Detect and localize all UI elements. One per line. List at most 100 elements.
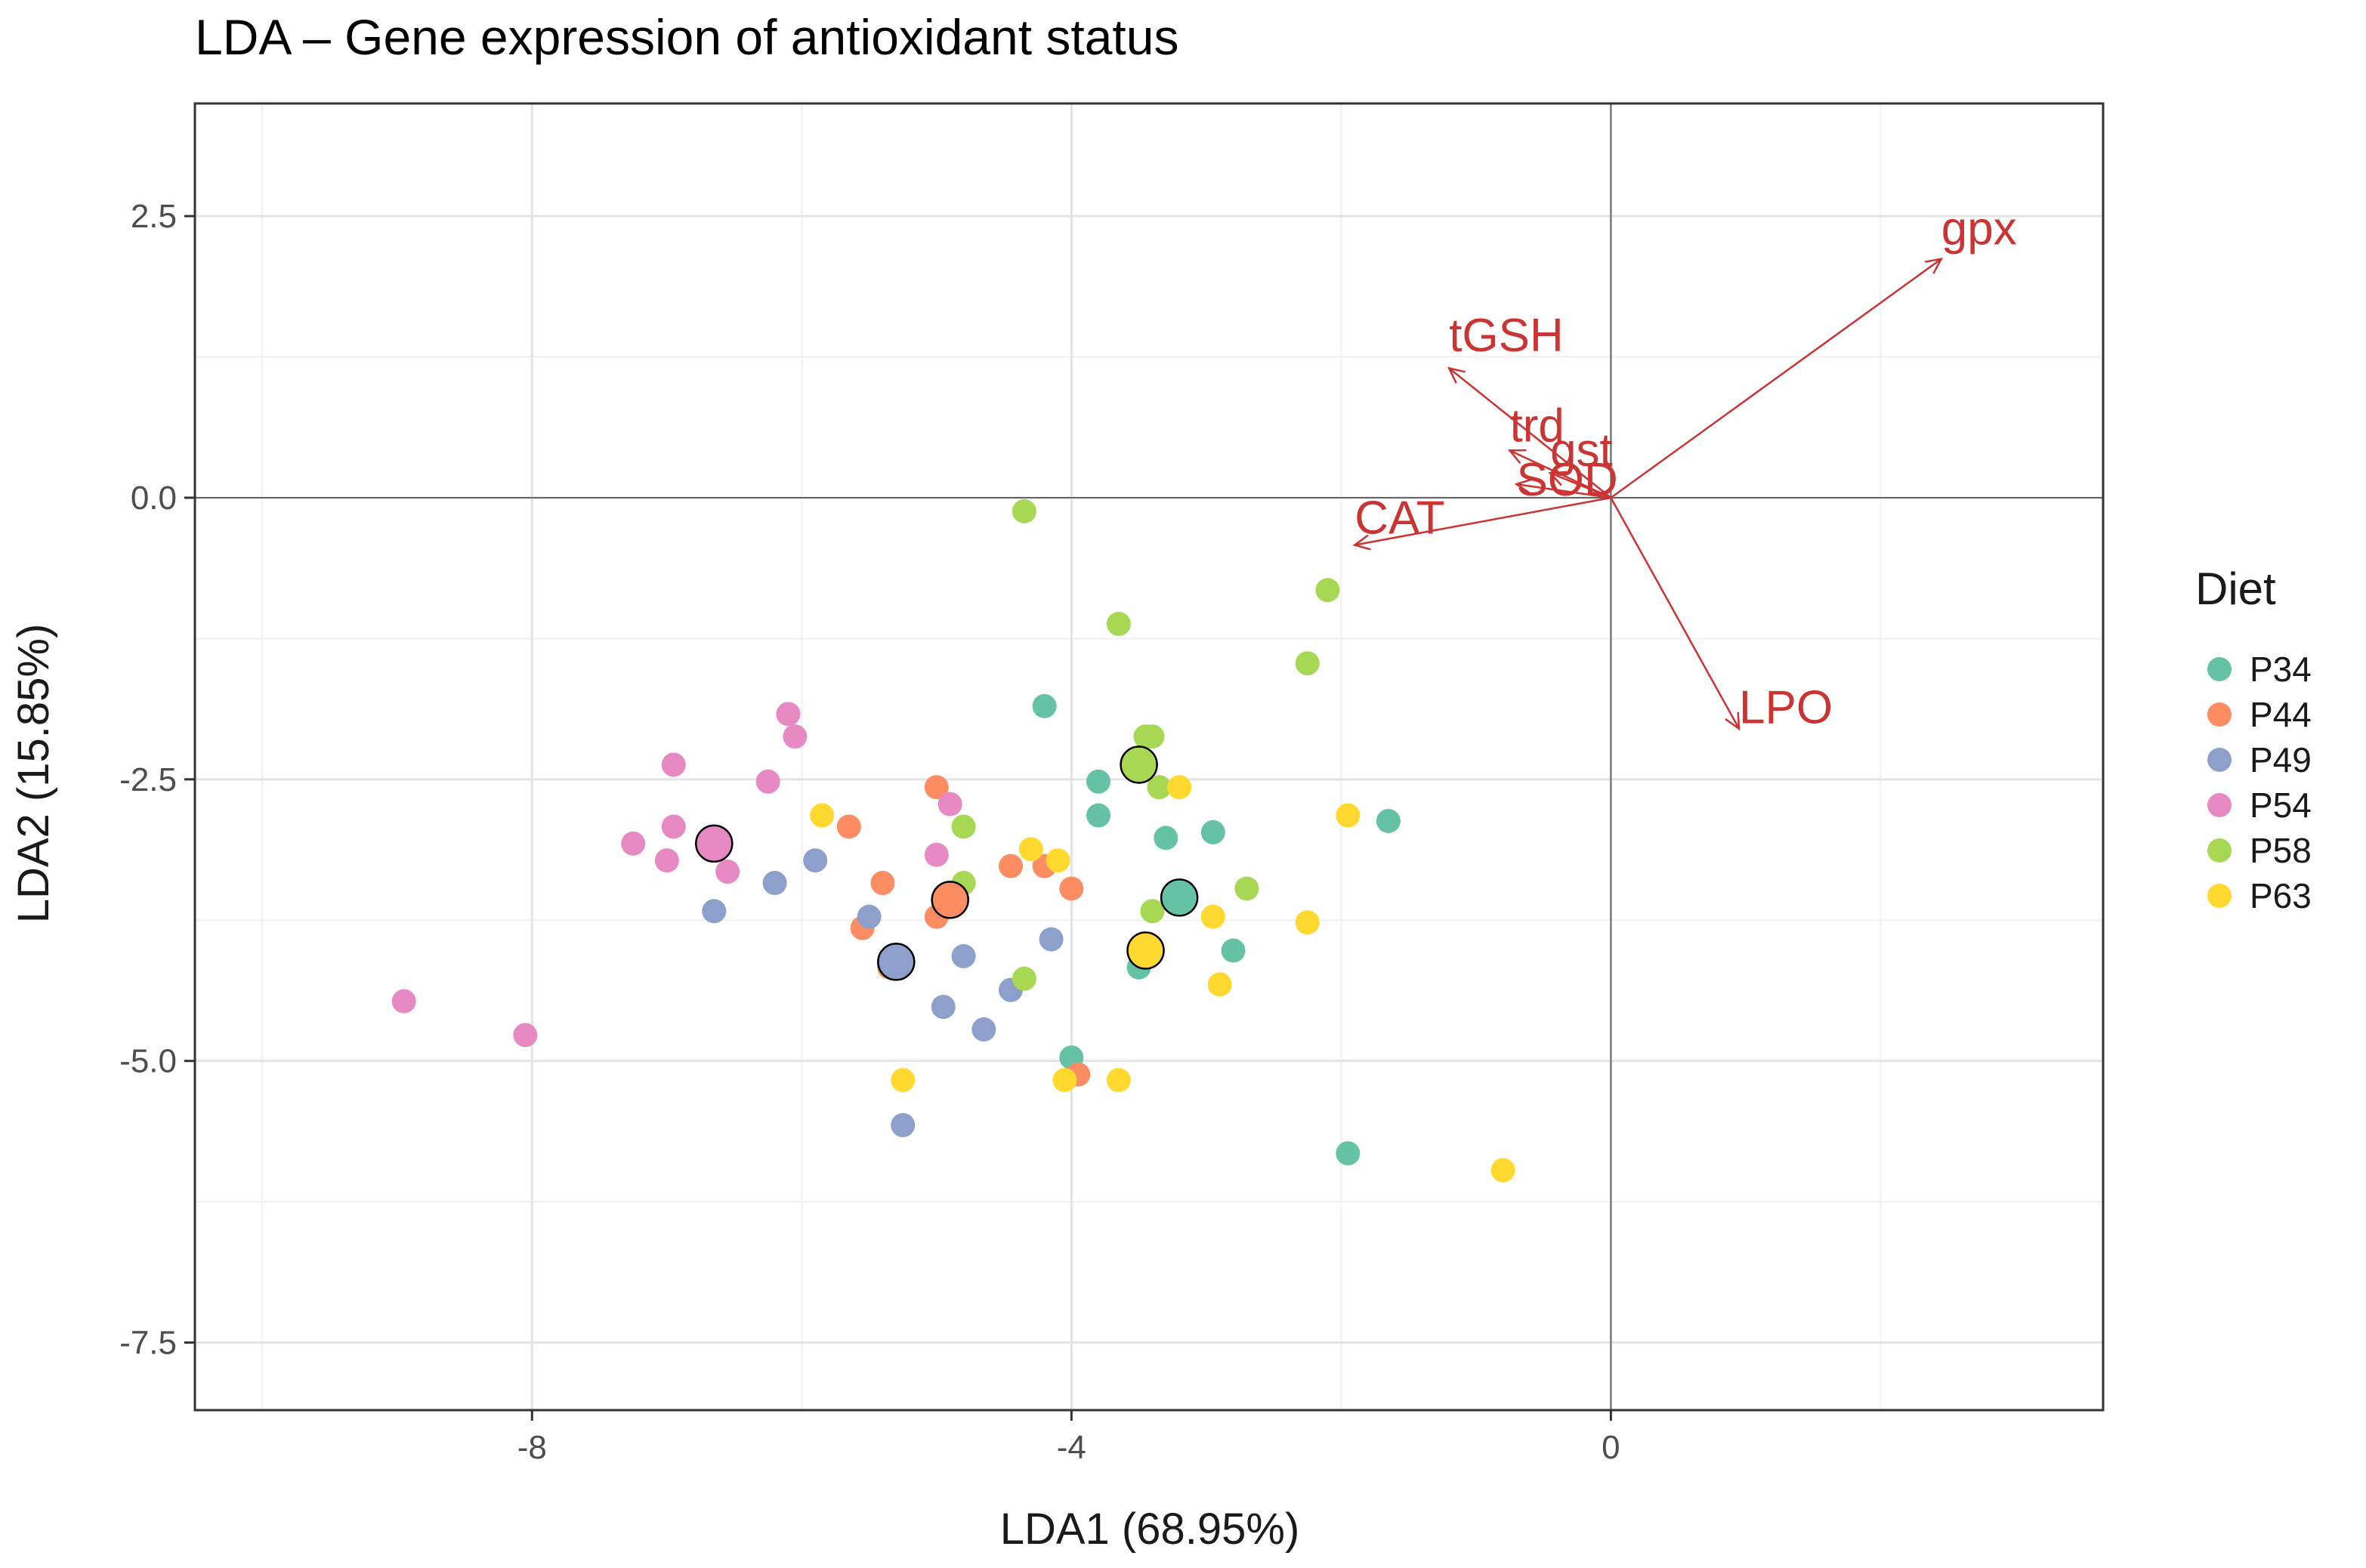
point-p44 (870, 871, 895, 896)
legend-label-p63: P63 (2250, 876, 2312, 915)
point-p34 (1154, 826, 1178, 850)
point-p58 (1106, 612, 1131, 637)
point-p58 (1140, 899, 1165, 924)
point-p49 (762, 871, 787, 896)
point-p54 (661, 814, 686, 839)
point-p49 (891, 1113, 916, 1137)
legend-swatch-p63 (2207, 884, 2232, 908)
point-p58 (1012, 498, 1036, 523)
point-p54 (654, 848, 679, 873)
point-p34 (1376, 809, 1401, 834)
legend-label-p34: P34 (2250, 650, 2312, 689)
loading-arrowhead-lpo (1725, 711, 1741, 731)
loading-label-gpx: gpx (1941, 202, 2017, 255)
loading-arrowhead-sod (1514, 478, 1533, 495)
y-tick-label: -2.5 (119, 761, 177, 798)
point-p34 (1086, 803, 1111, 828)
point-p63 (1490, 1158, 1515, 1183)
point-p49 (702, 899, 727, 924)
point-p54 (937, 792, 962, 816)
point-p44 (999, 853, 1024, 878)
loading-label-lpo: LPO (1739, 681, 1833, 733)
loading-arrow-tgsh (1448, 367, 1612, 498)
point-p58 (1295, 651, 1320, 676)
x-tick-label: -8 (517, 1429, 547, 1466)
point-p34 (1336, 1141, 1361, 1165)
point-p54 (661, 752, 686, 777)
point-p44 (1059, 876, 1084, 901)
loading-arrowhead-trd (1507, 449, 1527, 465)
centroid-p34 (1160, 878, 1199, 917)
point-p63 (1207, 972, 1232, 997)
loading-label-sod: SOD (1516, 454, 1617, 506)
chart-title: LDA – Gene expression of antioxidant sta… (195, 9, 1178, 65)
loading-arrowhead-cat (1352, 534, 1371, 551)
point-p49 (857, 904, 882, 929)
point-p54 (715, 860, 740, 884)
centroid-p54 (695, 824, 734, 863)
point-p58 (1315, 578, 1340, 603)
point-p63 (1018, 837, 1043, 862)
point-p34 (1032, 693, 1057, 718)
x-axis-title: LDA1 (68.95%) (1000, 1505, 1300, 1554)
x-axis-ticks: -8 -4 0 (517, 1410, 1620, 1466)
loading-arrow-lpo (1610, 497, 1741, 730)
loading-arrowhead-gpx (1924, 258, 1944, 274)
point-p49 (803, 848, 828, 873)
point-p44 (924, 775, 949, 800)
loading-label-gst: gst (1550, 424, 1613, 477)
point-p54 (924, 842, 949, 867)
loading-arrow-sod (1516, 483, 1611, 499)
y-tick-label: 2.5 (131, 198, 177, 235)
point-p58 (951, 814, 976, 839)
y-tick-label: 0.0 (131, 480, 177, 517)
y-axis-title: LDA2 (15.85%) (9, 624, 58, 924)
point-p54 (783, 724, 808, 749)
loading-label-cat: CAT (1354, 492, 1444, 545)
point-p49 (971, 1017, 996, 1042)
point-p58 (1234, 876, 1259, 901)
point-p63 (810, 803, 835, 828)
point-p54 (391, 989, 416, 1014)
panel-border (193, 102, 2105, 1412)
point-p58 (1140, 724, 1165, 749)
loading-arrowhead-gst (1548, 471, 1568, 486)
x-tick-label: 0 (1602, 1429, 1620, 1466)
point-p63 (1106, 1068, 1131, 1093)
legend-label-p58: P58 (2250, 831, 2312, 870)
loading-arrowhead-tgsh (1447, 366, 1466, 384)
centroid-p58 (1120, 745, 1158, 784)
loading-arrow-gpx (1610, 258, 1942, 498)
data-points (391, 498, 1515, 1183)
y-axis-ticks: 2.5 0.0 -2.5 -5.0 -7.5 (119, 198, 195, 1362)
y-tick-label: -7.5 (119, 1325, 177, 1362)
loading-arrow-cat (1354, 496, 1611, 546)
point-p49 (1039, 927, 1064, 952)
point-p54 (621, 831, 646, 856)
legend-label-p44: P44 (2250, 695, 2312, 734)
legend-label-p54: P54 (2250, 786, 2312, 825)
legend-swatch-p34 (2207, 657, 2232, 681)
reference-lines (195, 103, 2103, 1410)
loading-arrow-gst (1549, 472, 1611, 499)
legend-swatch-p58 (2207, 838, 2232, 863)
point-p34 (1221, 938, 1246, 963)
point-p44 (836, 814, 861, 839)
point-p34 (1086, 769, 1111, 794)
point-p34 (1200, 819, 1225, 844)
centroid-p44 (931, 881, 969, 919)
loading-label-trd: trd (1510, 400, 1564, 452)
legend-swatch-p44 (2207, 702, 2232, 727)
legend-swatch-p54 (2207, 793, 2232, 817)
point-p49 (951, 943, 976, 968)
point-p63 (1200, 904, 1225, 929)
centroid-p63 (1126, 931, 1165, 970)
point-p63 (1336, 803, 1361, 828)
point-p58 (1147, 775, 1172, 800)
point-p49 (931, 995, 956, 1020)
point-p54 (513, 1023, 538, 1048)
legend: Diet P34 P44 P49 P54 P58 P63 (2195, 563, 2312, 915)
